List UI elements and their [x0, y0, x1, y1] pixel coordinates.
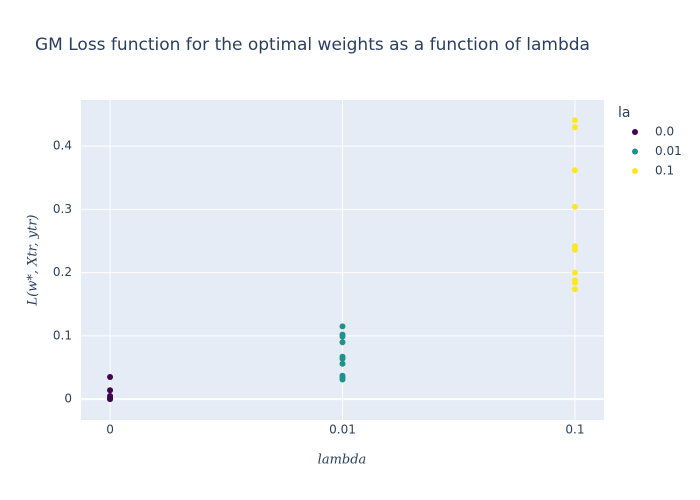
- y-tick-label: 0.2: [53, 265, 72, 279]
- legend-marker: [632, 129, 638, 135]
- legend-title: la: [618, 105, 630, 121]
- y-tick-label: 0.3: [53, 202, 72, 216]
- point: [571, 246, 578, 253]
- point: [107, 373, 114, 380]
- y-tick-label: 0.4: [53, 139, 72, 153]
- y-tick-label: 0: [64, 392, 72, 406]
- x-axis-title: lambda: [318, 453, 367, 468]
- y-tick-label: 0.1: [53, 328, 72, 342]
- x-tick-label: 0.01: [329, 423, 356, 437]
- point: [571, 117, 578, 124]
- point: [571, 269, 578, 276]
- point: [339, 355, 346, 362]
- legend-label: 0.1: [655, 164, 674, 178]
- point: [571, 279, 578, 286]
- point: [339, 360, 346, 367]
- y-axis-title: L(w*, Xtr, ytr): [26, 215, 41, 307]
- point: [571, 203, 578, 210]
- point: [571, 124, 578, 131]
- legend-marker: [632, 168, 638, 174]
- x-tick-label: 0: [106, 423, 114, 437]
- point: [339, 339, 346, 346]
- x-tick-label: 0.1: [565, 423, 584, 437]
- point: [107, 396, 114, 403]
- point: [571, 286, 578, 293]
- chart-title: GM Loss function for the optimal weights…: [35, 35, 590, 55]
- legend-label: 0.01: [655, 144, 682, 158]
- point: [339, 333, 346, 340]
- legend-label: 0.0: [655, 125, 674, 139]
- point: [107, 387, 114, 394]
- point: [339, 376, 346, 383]
- legend-marker: [632, 148, 638, 155]
- point: [339, 323, 346, 330]
- point: [571, 167, 578, 174]
